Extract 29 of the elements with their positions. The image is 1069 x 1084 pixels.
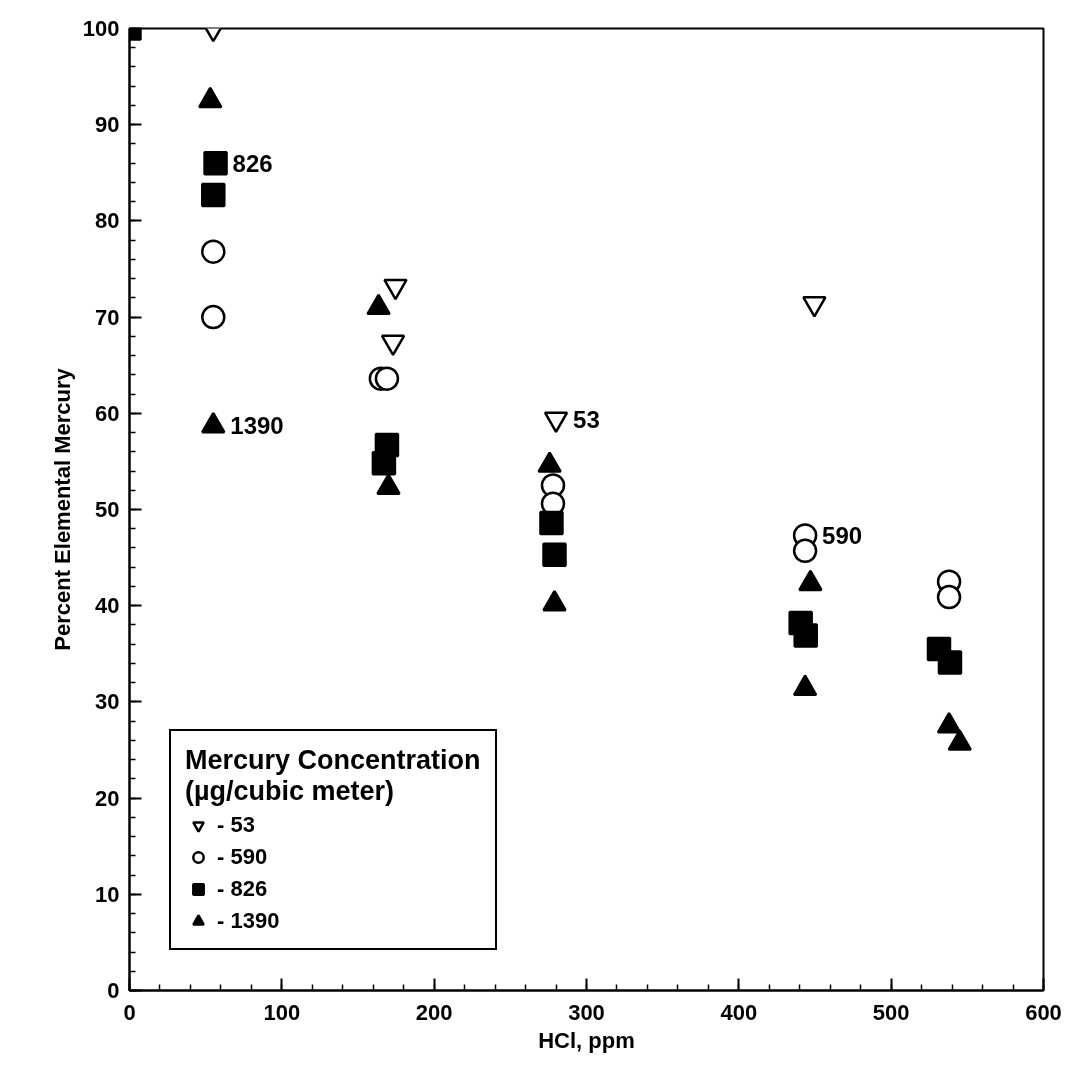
y-tick-label: 90 (95, 112, 120, 138)
legend-label: - 826 (217, 876, 268, 902)
x-tick-label: 300 (568, 999, 605, 1025)
y-tick-label: 20 (95, 785, 120, 811)
annotation: 1390 (230, 412, 284, 440)
y-tick-label: 100 (82, 16, 120, 41)
x-tick-label: 100 (263, 999, 301, 1025)
legend-label: - 53 (217, 812, 255, 838)
annotation: 53 (573, 405, 600, 433)
y-tick-label: 70 (95, 304, 120, 330)
x-tick-label: 400 (720, 999, 758, 1025)
y-tick-label: 40 (95, 593, 120, 619)
legend-label: - 1390 (217, 908, 280, 934)
y-axis-title: Percent Elemental Mercury (49, 367, 75, 651)
y-tick-label: 80 (95, 208, 120, 234)
y-tick-label: 50 (95, 497, 120, 522)
y-tick-label: 30 (95, 689, 120, 715)
x-axis-title: HCl, ppm (538, 1027, 635, 1053)
x-tick-label: 500 (872, 999, 910, 1025)
x-tick-label: 0 (123, 999, 136, 1025)
x-tick-label: 600 (1025, 999, 1062, 1025)
annotation: 590 (822, 521, 863, 549)
x-tick-label: 200 (415, 999, 453, 1025)
y-tick-label: 0 (107, 978, 120, 1003)
y-tick-label: 60 (95, 400, 120, 426)
annotation: 826 (232, 149, 273, 177)
legend-title: Mercury Concentration (µg/cubic meter) (185, 745, 481, 807)
legend-label: - 590 (217, 844, 268, 870)
y-tick-label: 10 (95, 881, 120, 907)
